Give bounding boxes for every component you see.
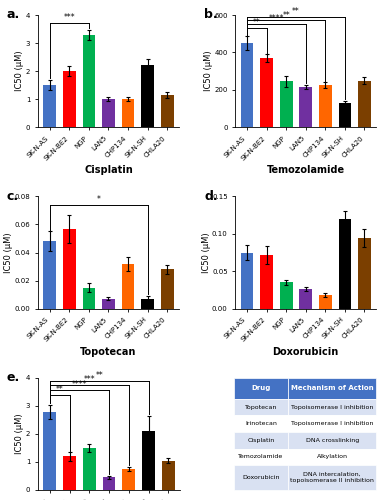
Bar	[122, 264, 135, 308]
Text: Topoisomerase I inhibition: Topoisomerase I inhibition	[291, 404, 373, 409]
Text: **: **	[95, 371, 103, 380]
Bar	[288, 465, 376, 490]
Bar	[122, 99, 135, 127]
Text: Irinotecan: Irinotecan	[245, 421, 277, 426]
Bar	[299, 87, 312, 127]
Bar	[234, 432, 288, 448]
Text: DNA intercalation,
topoisomerase II inhibition: DNA intercalation, topoisomerase II inhi…	[290, 472, 374, 483]
Bar	[43, 85, 56, 127]
Bar	[260, 58, 273, 127]
Text: c.: c.	[7, 190, 19, 203]
Bar	[288, 398, 376, 415]
Text: Topoisomerase I inhibition: Topoisomerase I inhibition	[291, 421, 373, 426]
Bar	[319, 295, 332, 308]
Text: Mechanism of Action: Mechanism of Action	[291, 386, 374, 392]
Bar	[103, 478, 116, 490]
Text: ***: ***	[63, 13, 75, 22]
Text: DNA crosslinking: DNA crosslinking	[306, 438, 359, 442]
Text: Alkylation: Alkylation	[317, 454, 348, 460]
Bar	[288, 432, 376, 448]
Bar	[299, 289, 312, 308]
Bar	[82, 34, 95, 127]
Y-axis label: IC50 (μM): IC50 (μM)	[16, 50, 24, 92]
Bar	[241, 252, 253, 308]
Bar	[82, 288, 95, 308]
Text: **: **	[292, 7, 300, 16]
Text: ****: ****	[72, 380, 87, 390]
Text: Cisplatin: Cisplatin	[247, 438, 275, 442]
X-axis label: Doxorubicin: Doxorubicin	[272, 347, 339, 357]
Bar	[161, 270, 174, 308]
Bar	[339, 103, 351, 127]
Bar	[141, 66, 154, 127]
Bar	[43, 412, 56, 490]
Text: ****: ****	[269, 14, 284, 24]
Bar	[288, 416, 376, 432]
Bar	[63, 71, 76, 127]
Bar	[280, 82, 293, 127]
Bar	[161, 95, 174, 127]
Bar	[63, 456, 76, 490]
Y-axis label: IC50 (μM): IC50 (μM)	[16, 414, 24, 455]
Bar	[358, 80, 371, 127]
Bar	[122, 469, 135, 490]
Text: e.: e.	[7, 371, 20, 384]
Bar	[234, 465, 288, 490]
Bar	[63, 228, 76, 308]
Text: ***: ***	[84, 376, 95, 384]
Text: b.: b.	[204, 8, 218, 22]
Text: **: **	[253, 18, 261, 27]
Bar	[234, 448, 288, 465]
Bar	[162, 460, 175, 490]
Bar	[288, 378, 376, 398]
Y-axis label: IC50 (μM): IC50 (μM)	[204, 50, 213, 92]
Text: a.: a.	[7, 8, 20, 22]
Bar	[280, 282, 293, 308]
Bar	[102, 298, 115, 308]
Text: Doxorubicin: Doxorubicin	[242, 475, 280, 480]
Text: **: **	[282, 10, 290, 20]
Bar	[234, 416, 288, 432]
Bar	[319, 85, 332, 127]
Text: d.: d.	[204, 190, 218, 203]
Bar	[141, 298, 154, 308]
Bar	[260, 254, 273, 308]
Bar	[288, 448, 376, 465]
Text: *: *	[97, 195, 101, 204]
Bar	[358, 238, 371, 308]
Bar	[43, 242, 56, 308]
Text: Drug: Drug	[252, 386, 271, 392]
X-axis label: Cisplatin: Cisplatin	[84, 166, 133, 175]
Text: Topotecan: Topotecan	[245, 404, 277, 409]
Bar	[241, 43, 253, 127]
Bar	[102, 99, 115, 127]
Bar	[234, 398, 288, 415]
Y-axis label: IC50 (μM): IC50 (μM)	[4, 232, 13, 273]
Bar	[234, 378, 288, 398]
Bar	[339, 219, 351, 308]
Text: **: **	[56, 386, 63, 394]
Text: Temozolamide: Temozolamide	[239, 454, 284, 460]
X-axis label: Topotecan: Topotecan	[80, 347, 137, 357]
X-axis label: Temozolamide: Temozolamide	[267, 166, 345, 175]
Bar	[142, 431, 155, 490]
Y-axis label: IC50 (μM): IC50 (μM)	[201, 232, 211, 273]
Bar	[83, 448, 96, 490]
